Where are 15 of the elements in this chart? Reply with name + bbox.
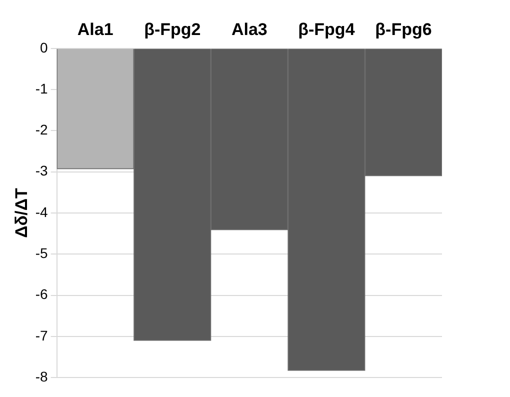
y-tick-label: -2 (35, 122, 48, 138)
y-tick-label: -3 (35, 162, 48, 179)
y-tick-label: -1 (35, 80, 48, 96)
y-tick-label: -8 (35, 368, 48, 384)
x-tick-label: β-Fpg6 (375, 20, 432, 39)
x-tick-label: Ala3 (231, 20, 268, 39)
x-tick-label: β-Fpg2 (144, 20, 201, 39)
y-tick-label: -5 (35, 245, 48, 262)
x-tick-label: β-Fpg4 (298, 20, 356, 39)
x-tick-label: Ala1 (77, 20, 114, 39)
y-tick-label: -7 (35, 327, 48, 344)
y-tick-label: -4 (35, 204, 48, 220)
y-tick-label: -6 (35, 286, 48, 302)
y-tick-label: 0 (40, 39, 48, 56)
y-axis-title: Δδ/ΔT (12, 187, 31, 238)
